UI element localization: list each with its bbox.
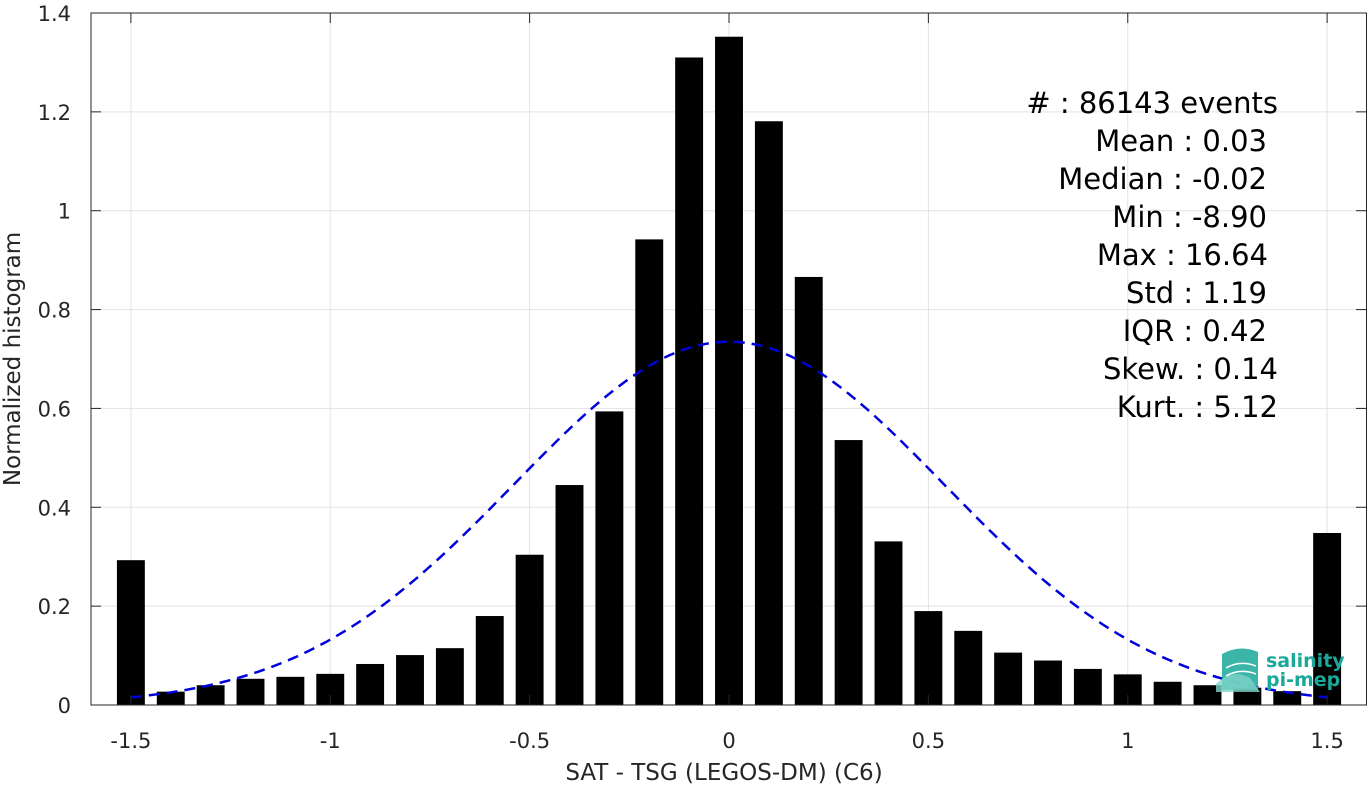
stat-events: # : 86143 events [1026,86,1278,120]
y-tick-label: 1.2 [38,101,71,125]
histogram-bar [914,611,943,705]
salinity-wave-logo-icon [1216,648,1260,692]
axis-ticks [91,12,1366,706]
x-tick-label: -1 [320,729,341,753]
stats-box: # : 86143 events Mean : 0.03 Median : -0… [1026,86,1278,424]
stat-min: Min : -8.90 [1112,200,1267,234]
stat-median: Median : -0.02 [1058,162,1267,196]
y-tick-label: 0 [58,694,71,718]
histogram-bar [1153,681,1182,705]
histogram-bar [116,560,145,705]
x-tick-label: -0.5 [509,729,550,753]
y-tick-labels: 0 0.2 0.4 0.6 0.8 1 1.2 1.4 [38,2,71,718]
stat-kurt: Kurt. : 5.12 [1117,390,1278,424]
histogram-bar [396,655,424,705]
stat-mean: Mean : 0.03 [1095,124,1267,158]
x-tick-label: 0 [722,729,735,753]
x-tick-label: 1 [1121,729,1134,753]
salinity-pi-mep-logo: salinity pi-mep [1216,648,1345,692]
histogram-bar [156,691,185,705]
histogram-bar [794,276,823,705]
x-tick-label: 0.5 [912,729,945,753]
histogram-bar [754,121,783,705]
x-axis-label: SAT - TSG (LEGOS-DM) (C6) [565,760,882,785]
histogram-bar [1273,691,1302,705]
histogram-bar [236,678,265,705]
y-tick-label: 1 [58,200,71,224]
histogram-bar [595,411,624,705]
logo-text-line1: salinity [1266,650,1345,672]
stat-skew: Skew. : 0.14 [1103,352,1278,386]
histogram-bar [954,630,983,705]
histogram-bar [834,440,863,705]
histogram-bar [435,648,464,705]
histogram-bar [994,652,1023,705]
x-tick-label: -1.5 [110,729,151,753]
histogram-bar [276,676,305,705]
histogram-bar [555,485,584,705]
x-tick-labels: -1.5 -1 -0.5 0 0.5 1 1.5 [110,729,1343,753]
y-tick-label: 1.4 [38,2,71,26]
histogram-bar [475,616,504,705]
histogram-bar [356,663,385,705]
y-axis-label: Normalized histogram [0,232,26,486]
y-tick-label: 0.6 [38,397,71,421]
y-tick-label: 0.2 [38,595,71,619]
histogram-bar [675,57,704,705]
histogram-bar [1193,685,1222,705]
histogram-bar [635,239,664,705]
stat-max: Max : 16.64 [1097,238,1268,272]
histogram-bar [1034,660,1062,705]
y-tick-label: 0.4 [38,496,71,520]
histogram-bar [1233,687,1262,705]
y-tick-label: 0.8 [38,299,71,323]
histogram-bar [515,554,544,705]
logo-text-line2: pi-mep [1266,669,1340,691]
histogram-bar [715,36,743,706]
x-tick-label: 1.5 [1310,729,1343,753]
stat-iqr: IQR : 0.42 [1123,314,1267,348]
bars [116,36,1342,706]
histogram-bar [874,541,903,705]
stat-std: Std : 1.19 [1126,276,1267,310]
histogram-bar [1313,532,1342,705]
histogram-bar [196,685,225,705]
histogram-bar [1073,668,1102,705]
